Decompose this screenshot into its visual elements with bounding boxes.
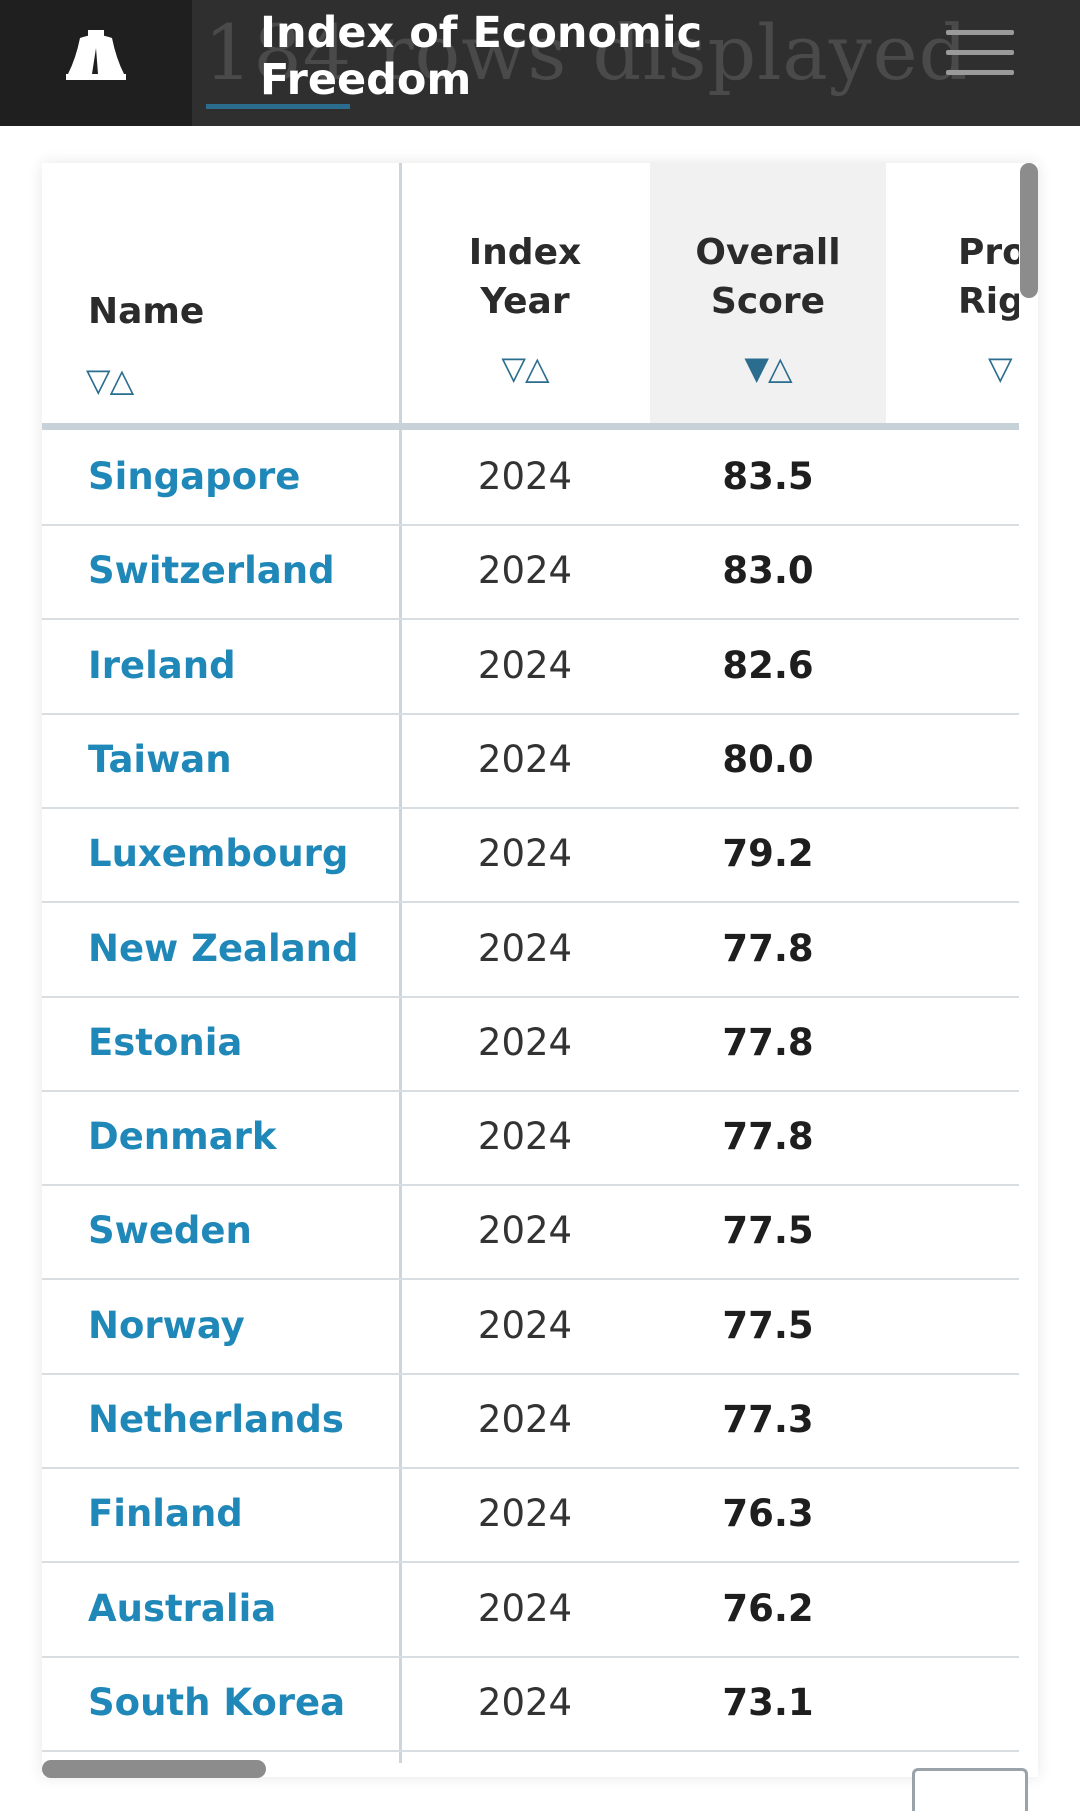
property-rights-cell: 91	[888, 1562, 1019, 1656]
table-row: Estonia 2024 77.8 92	[42, 996, 1019, 1092]
overall-score-cell: 77.5	[722, 1209, 814, 1253]
overall-score-cell: 77.8	[722, 1115, 814, 1159]
data-table: Name ▽△ Index Year ▽△ Overall Score ▼△ P…	[42, 163, 1019, 1763]
column-header-label: Index Year	[468, 232, 582, 322]
index-year-cell: 2024	[477, 1209, 573, 1253]
table-row: South Korea 2024 73.1 88	[42, 1656, 1019, 1752]
horizontal-scrollbar[interactable]	[42, 1760, 266, 1778]
overall-score-cell: 73.1	[722, 1680, 814, 1724]
property-rights-cell: 88	[888, 1656, 1019, 1750]
property-rights-cell: 94	[888, 430, 1019, 524]
table-row: Taiwan 2024 80.0 82	[42, 713, 1019, 809]
liberty-bell-icon	[66, 30, 126, 80]
country-link[interactable]: Taiwan	[88, 737, 232, 781]
logo-link[interactable]	[0, 0, 192, 126]
country-link[interactable]: New Zealand	[88, 926, 359, 970]
country-link[interactable]: Estonia	[88, 1020, 243, 1064]
table-row: Sweden 2024 77.5 96	[42, 1184, 1019, 1281]
sort-toggle-icon[interactable]: ▽	[988, 349, 1013, 387]
vertical-scrollbar[interactable]	[1020, 163, 1038, 298]
index-year-cell: 2024	[477, 1020, 573, 1064]
sort-toggle-icon[interactable]: ▽△	[501, 349, 549, 387]
data-table-card: Name ▽△ Index Year ▽△ Overall Score ▼△ P…	[42, 163, 1038, 1777]
site-title[interactable]: Index of Economic Freedom	[260, 8, 703, 105]
table-row: Finland 2024 76.3 10	[42, 1467, 1019, 1564]
overall-score-cell: 83.5	[722, 455, 814, 498]
table-row: Ireland 2024 82.6 93	[42, 619, 1019, 715]
index-year-cell: 2024	[477, 1680, 573, 1724]
overall-score-cell: 77.5	[722, 1303, 814, 1347]
overall-score-cell: 76.2	[722, 1586, 814, 1630]
column-header-property-rights[interactable]: Property Rights ▽	[888, 163, 1019, 425]
property-rights-cell: 82	[888, 713, 1019, 807]
country-link[interactable]: Ireland	[88, 643, 236, 687]
country-link[interactable]: Netherlands	[88, 1398, 344, 1441]
overall-score-cell: 77.8	[722, 1020, 814, 1064]
country-link[interactable]: South Korea	[88, 1680, 346, 1724]
index-year-cell: 2024	[477, 832, 573, 876]
site-header: 184 rows displayed Index of Economic Fre…	[0, 0, 1080, 126]
property-rights-cell: 94	[888, 524, 1019, 618]
header-divider	[42, 423, 1019, 430]
column-header-index-year[interactable]: Index Year ▽△	[402, 163, 648, 425]
country-link[interactable]: Denmark	[88, 1115, 277, 1159]
column-divider	[399, 163, 402, 1763]
index-year-cell: 2024	[477, 737, 573, 781]
index-year-cell: 2024	[477, 1492, 573, 1536]
overall-score-cell: 79.2	[722, 832, 814, 876]
overall-score-cell: 76.3	[722, 1492, 814, 1536]
sort-toggle-icon[interactable]: ▽△	[86, 361, 134, 399]
index-year-cell: 2024	[477, 926, 573, 970]
property-rights-cell: 87	[888, 902, 1019, 996]
column-header-overall-score[interactable]: Overall Score ▼△	[650, 163, 886, 425]
table-row: Australia 2024 76.2 91	[42, 1562, 1019, 1658]
table-row: Singapore 2024 83.5 94	[42, 430, 1019, 526]
table-row: Netherlands 2024 77.3 95	[42, 1373, 1019, 1469]
overall-score-cell: 77.8	[722, 926, 814, 970]
rows-displayed-underline	[206, 104, 350, 109]
property-rights-cell: 95	[888, 1373, 1019, 1467]
column-header-label: Name	[88, 291, 205, 332]
index-year-cell: 2024	[477, 1586, 573, 1630]
index-year-cell: 2024	[477, 1115, 573, 1159]
country-link[interactable]: Singapore	[88, 455, 301, 498]
table-row: Denmark 2024 77.8 98	[42, 1090, 1019, 1187]
index-year-cell: 2024	[477, 1398, 573, 1441]
overall-score-cell: 80.0	[722, 737, 814, 781]
country-link[interactable]: Norway	[88, 1303, 245, 1347]
column-header-name[interactable]: Name ▽△	[42, 163, 399, 425]
floating-button[interactable]	[912, 1768, 1028, 1811]
property-rights-cell: 96	[888, 807, 1019, 901]
overall-score-cell: 82.6	[722, 643, 814, 687]
country-link[interactable]: Sweden	[88, 1209, 252, 1253]
overall-score-cell: 77.3	[722, 1398, 814, 1441]
rows-displayed-text: 184 rows displayed	[204, 8, 969, 97]
index-year-cell: 2024	[477, 643, 573, 687]
overall-score-cell: 83.0	[722, 549, 814, 593]
property-rights-cell: 93	[888, 619, 1019, 713]
property-rights-cell: 10	[888, 1467, 1019, 1561]
country-link[interactable]: Finland	[88, 1492, 243, 1536]
table-row: Luxembourg 2024 79.2 96	[42, 807, 1019, 904]
country-link[interactable]: Australia	[88, 1586, 277, 1630]
property-rights-cell: 96	[888, 1184, 1019, 1278]
column-header-label: Overall Score	[695, 232, 841, 322]
index-year-cell: 2024	[477, 455, 573, 498]
index-year-cell: 2024	[477, 1303, 573, 1347]
property-rights-cell: 98	[888, 1090, 1019, 1184]
country-link[interactable]: Switzerland	[88, 549, 335, 593]
table-row: New Zealand 2024 77.8 87	[42, 902, 1019, 998]
hamburger-menu-icon[interactable]	[946, 30, 1014, 76]
column-header-label: Property Rights	[958, 232, 1019, 322]
table-row: Norway 2024 77.5 98	[42, 1279, 1019, 1375]
index-year-cell: 2024	[477, 549, 573, 593]
property-rights-cell: 98	[888, 1279, 1019, 1373]
table-row: Switzerland 2024 83.0 94	[42, 524, 1019, 621]
property-rights-cell: 92	[888, 996, 1019, 1090]
sort-active-icon[interactable]: ▼△	[744, 349, 792, 387]
country-link[interactable]: Luxembourg	[88, 832, 349, 876]
